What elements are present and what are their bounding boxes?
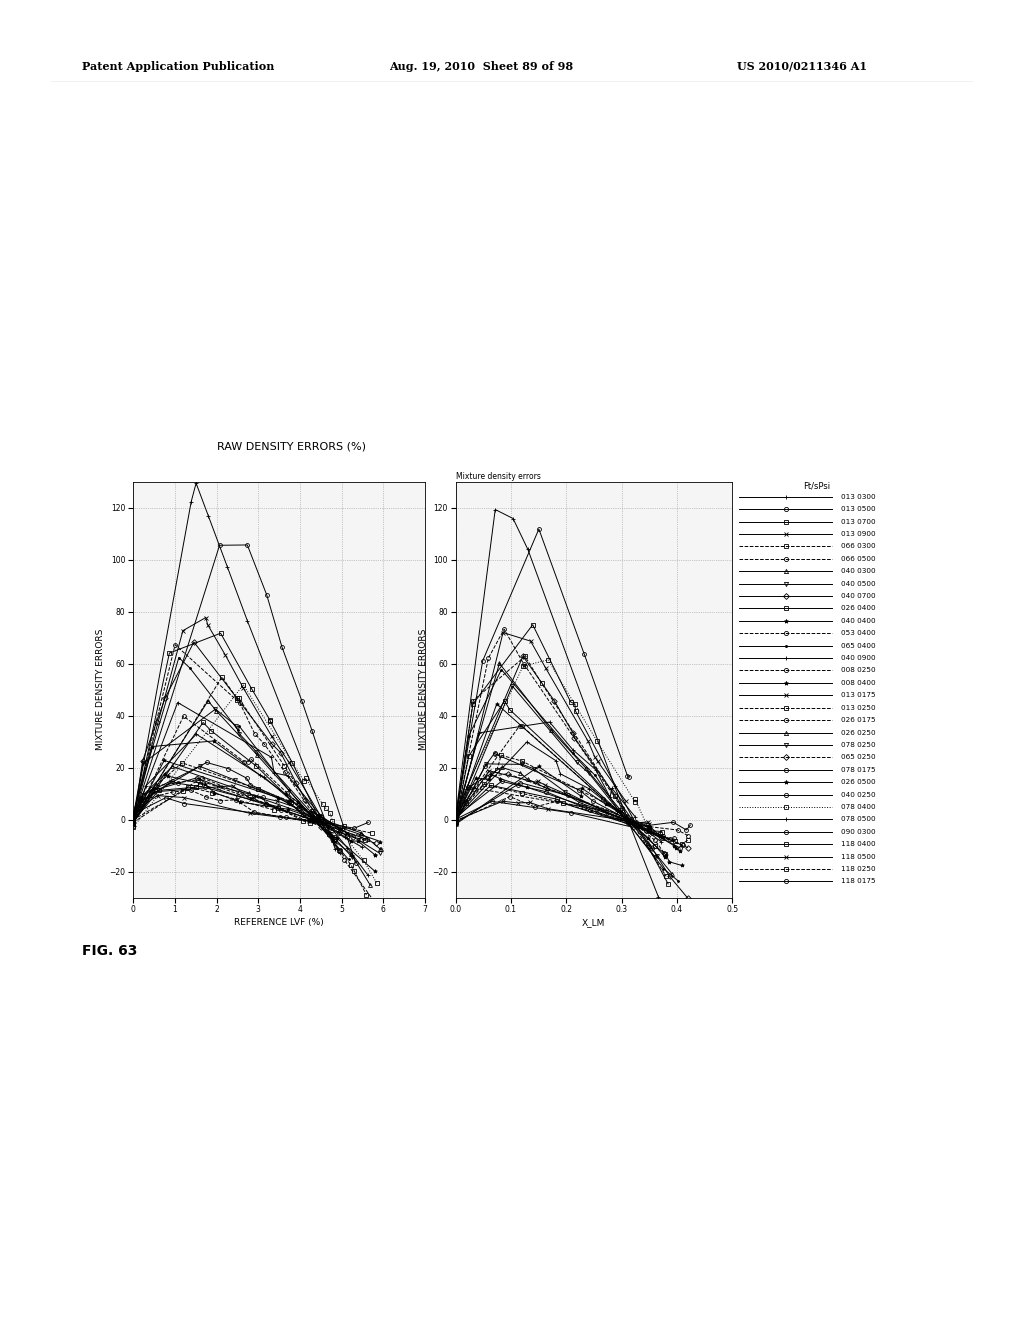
Text: RAW DENSITY ERRORS (%): RAW DENSITY ERRORS (%) — [217, 441, 367, 451]
Text: 013 0900: 013 0900 — [841, 531, 876, 537]
Text: 078 0500: 078 0500 — [841, 816, 876, 822]
Text: 118 0400: 118 0400 — [841, 841, 876, 847]
Text: US 2010/0211346 A1: US 2010/0211346 A1 — [737, 61, 867, 71]
Text: 013 0250: 013 0250 — [841, 705, 876, 710]
X-axis label: X_LM: X_LM — [583, 919, 605, 928]
Text: 013 0175: 013 0175 — [841, 692, 876, 698]
Text: 066 0300: 066 0300 — [841, 544, 876, 549]
Text: Mixture density errors: Mixture density errors — [456, 473, 541, 480]
Text: 090 0300: 090 0300 — [841, 829, 876, 834]
Text: 013 0700: 013 0700 — [841, 519, 876, 524]
Text: 065 0250: 065 0250 — [841, 754, 876, 760]
Text: Patent Application Publication: Patent Application Publication — [82, 61, 274, 71]
Text: 026 0175: 026 0175 — [841, 717, 876, 723]
Text: 026 0500: 026 0500 — [841, 779, 876, 785]
Text: FIG. 63: FIG. 63 — [82, 944, 137, 958]
Text: 008 0400: 008 0400 — [841, 680, 876, 686]
Text: 008 0250: 008 0250 — [841, 668, 876, 673]
Text: 040 0700: 040 0700 — [841, 593, 876, 599]
Text: 040 0900: 040 0900 — [841, 655, 876, 661]
Text: 013 0500: 013 0500 — [841, 506, 876, 512]
Text: 118 0500: 118 0500 — [841, 854, 876, 859]
Y-axis label: MIXTURE DENSITY ERRORS: MIXTURE DENSITY ERRORS — [419, 630, 428, 750]
Text: 040 0400: 040 0400 — [841, 618, 876, 624]
X-axis label: REFERENCE LVF (%): REFERENCE LVF (%) — [234, 919, 324, 928]
Text: 118 0175: 118 0175 — [841, 879, 876, 884]
Text: Ft/sPsi: Ft/sPsi — [803, 480, 829, 490]
Text: 078 0250: 078 0250 — [841, 742, 876, 748]
Text: 078 0400: 078 0400 — [841, 804, 876, 810]
Text: 013 0300: 013 0300 — [841, 494, 876, 500]
Text: 026 0250: 026 0250 — [841, 730, 876, 735]
Text: 065 0400: 065 0400 — [841, 643, 876, 648]
Text: 026 0400: 026 0400 — [841, 606, 876, 611]
Text: 040 0250: 040 0250 — [841, 792, 876, 797]
Text: 040 0300: 040 0300 — [841, 568, 876, 574]
Text: 040 0500: 040 0500 — [841, 581, 876, 586]
Text: 118 0250: 118 0250 — [841, 866, 876, 873]
Text: 078 0175: 078 0175 — [841, 767, 876, 772]
Text: 053 0400: 053 0400 — [841, 630, 876, 636]
Text: 066 0500: 066 0500 — [841, 556, 876, 562]
Y-axis label: MIXTURE DENSITY ERRORS: MIXTURE DENSITY ERRORS — [96, 630, 105, 750]
Text: Aug. 19, 2010  Sheet 89 of 98: Aug. 19, 2010 Sheet 89 of 98 — [389, 61, 573, 71]
